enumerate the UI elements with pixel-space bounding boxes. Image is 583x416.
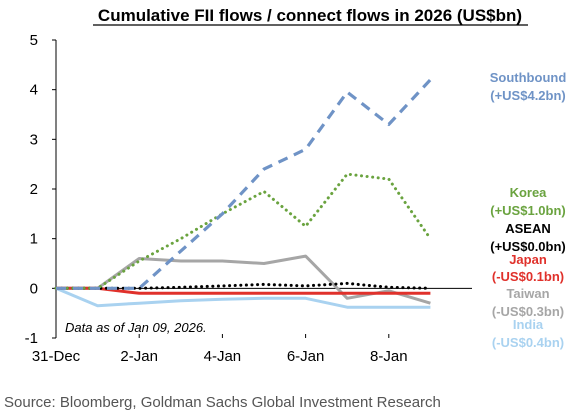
- x-tick-label: 31-Dec: [32, 348, 81, 365]
- source-note: Source: Bloomberg, Goldman Sachs Global …: [4, 394, 441, 411]
- series-line-india: [55, 286, 431, 309]
- y-tick-label: 5: [30, 32, 38, 49]
- x-tick-label: 4-Jan: [204, 348, 242, 365]
- y-tick-label: 2: [30, 181, 38, 198]
- series-line-taiwan: [56, 254, 431, 305]
- y-tick-label: 0: [30, 280, 38, 297]
- axes: 5 4 3 2 1 0 -131-Dec 2-Jan 4-Jan 6-Jan 8-Jan: [25, 32, 472, 365]
- series-label-southbound-value: (+US$4.2bn): [490, 88, 566, 103]
- x-tick-label: 8-Jan: [370, 348, 408, 365]
- series-labels: Southbound (+US$4.2bn) Korea (+US$1.0bn) ASE…: [490, 70, 567, 350]
- y-tick-label: 3: [30, 131, 38, 148]
- series-label-india-name: India: [513, 317, 544, 332]
- series-label-korea-value: (+US$1.0bn): [490, 203, 566, 218]
- series-label-southbound-name: Southbound: [490, 70, 567, 85]
- series-lines: [54, 78, 432, 309]
- series-label-taiwan-value: (-US$0.3bn): [492, 304, 564, 319]
- y-tick-label: 4: [30, 82, 38, 99]
- chart-title: Cumulative FII flows / connect flows in …: [98, 6, 522, 25]
- series-label-japan-value: (-US$0.1bn): [492, 269, 564, 284]
- series-label-taiwan-name: Taiwan: [506, 286, 549, 301]
- series-line-asean: [54, 281, 432, 290]
- series-line-korea: [54, 172, 432, 290]
- series-line-southbound: [56, 78, 432, 290]
- x-tick-label: 6-Jan: [287, 348, 325, 365]
- series-label-japan-name: Japan: [509, 252, 547, 267]
- series-line-japan: [56, 286, 431, 295]
- y-tick-label: 1: [30, 231, 38, 248]
- x-tick-label: 2-Jan: [120, 348, 158, 365]
- series-label-korea-name: Korea: [510, 185, 548, 200]
- series-label-asean-name: ASEAN: [505, 221, 551, 236]
- data-date-annotation: Data as of Jan 09, 2026.: [65, 320, 207, 335]
- y-tick-label: -1: [25, 330, 38, 347]
- series-label-india-value: (-US$0.4bn): [492, 335, 564, 350]
- series-label-asean-value: (+US$0.0bn): [490, 239, 566, 254]
